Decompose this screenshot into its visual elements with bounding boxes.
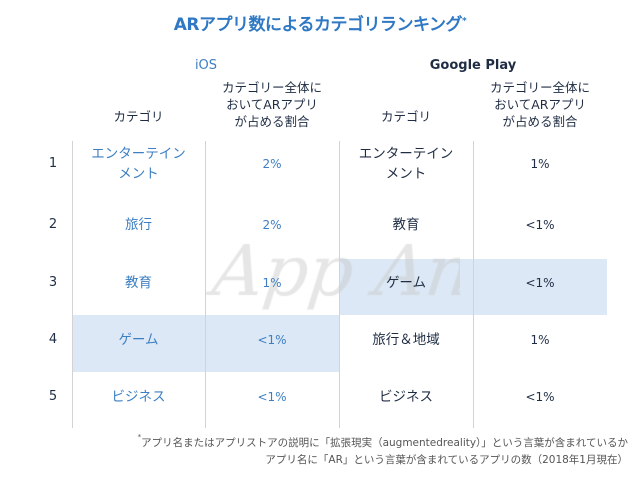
ios-share-cell: 1%: [262, 275, 282, 290]
title-text: ARアプリ数によるカテゴリランキング: [173, 15, 463, 35]
cell-text: ビジネス: [379, 387, 433, 407]
header-line: カテゴリー全体に: [489, 80, 590, 95]
cell-line: 旅行: [125, 216, 152, 233]
gp-category-cell: ゲーム: [339, 254, 473, 311]
header-line: カテゴリー全体に: [221, 80, 322, 95]
ios-share-cell: 2%: [262, 217, 282, 232]
cell-line: エンターテイン: [91, 145, 186, 162]
header-line: おいてARアプリ: [494, 97, 586, 112]
app-annie-watermark: [200, 215, 460, 315]
cell-line: ゲーム: [385, 274, 427, 291]
cell-line: メント: [118, 165, 159, 182]
cell-text: エンターテイン メント: [359, 144, 454, 184]
ios-share-header: カテゴリー全体に おいてARアプリ が占める割合: [205, 79, 339, 130]
rank-number: 3: [48, 274, 58, 290]
gp-share-cell: 1%: [530, 156, 550, 171]
title-footnote-mark: *: [462, 16, 467, 27]
cell-text: ビジネス: [112, 387, 166, 407]
cell-text: エンターテイン メント: [91, 144, 186, 184]
cell-text: ゲーム: [386, 273, 426, 293]
cell-text: 旅行: [125, 215, 152, 235]
ios-category-cell: エンターテイン メント: [72, 135, 205, 192]
cell-line: 教育: [125, 274, 152, 291]
cell-line: ゲーム: [118, 331, 159, 348]
ios-share-cell: <1%: [257, 389, 287, 404]
cell-line: 教育: [392, 216, 420, 233]
cell-text: 旅行＆地域: [372, 330, 440, 350]
google-play-label: Google Play: [429, 58, 517, 73]
divider: [339, 141, 340, 428]
rank-number: 4: [48, 331, 58, 347]
ios-category-cell: 旅行: [72, 196, 205, 253]
header-line: おいてARアプリ: [226, 97, 318, 112]
gp-category-header: カテゴリ: [380, 109, 431, 124]
divider: [205, 141, 206, 428]
cell-line: エンターテイン: [358, 145, 454, 162]
divider: [473, 141, 474, 428]
gp-share-cell: <1%: [525, 217, 555, 232]
gp-category-cell: エンターテイン メント: [339, 135, 473, 192]
ios-category-cell: 教育: [72, 254, 205, 311]
cell-line: ビジネス: [111, 388, 166, 405]
rank-number: 1: [48, 155, 58, 171]
cell-text: ゲーム: [118, 330, 158, 350]
page-title: ARアプリ数によるカテゴリランキング*: [0, 10, 640, 35]
header-line: が占める割合: [502, 114, 578, 129]
ios-label: iOS: [194, 58, 218, 73]
gp-share-cell: 1%: [530, 332, 550, 347]
gp-share-cell: <1%: [525, 389, 555, 404]
gp-category-cell: 教育: [339, 196, 473, 253]
divider: [72, 141, 73, 428]
ios-category-cell: ビジネス: [72, 368, 205, 425]
footnote-text: アプリ名またはアプリストアの説明に「拡張現実（augmentedreality）…: [141, 437, 628, 449]
rank-number: 5: [48, 388, 58, 404]
cell-line: メント: [385, 165, 427, 182]
rank-number: 2: [48, 216, 58, 232]
footnote-line-1: *アプリ名またはアプリストアの説明に「拡張現実（augmentedreality…: [138, 434, 628, 450]
cell-text: 教育: [393, 215, 420, 235]
ios-category-cell: ゲーム: [72, 311, 205, 368]
cell-line: ビジネス: [379, 388, 433, 405]
cell-text: 教育: [125, 273, 152, 293]
gp-share-cell: <1%: [525, 275, 555, 290]
gp-share-header: カテゴリー全体に おいてARアプリ が占める割合: [473, 79, 607, 130]
gp-category-cell: 旅行＆地域: [339, 311, 473, 368]
ios-share-cell: <1%: [257, 332, 287, 347]
ios-share-cell: 2%: [262, 156, 282, 171]
ios-category-header: カテゴリ: [113, 109, 164, 124]
cell-line: 旅行＆地域: [372, 331, 440, 348]
footnote-mark: *: [137, 433, 142, 441]
footnote-line-2: アプリ名に「AR」という言葉が含まれているアプリの数（2018年1月現在）: [265, 454, 628, 466]
gp-category-cell: ビジネス: [339, 368, 473, 425]
header-line: が占める割合: [234, 114, 310, 129]
